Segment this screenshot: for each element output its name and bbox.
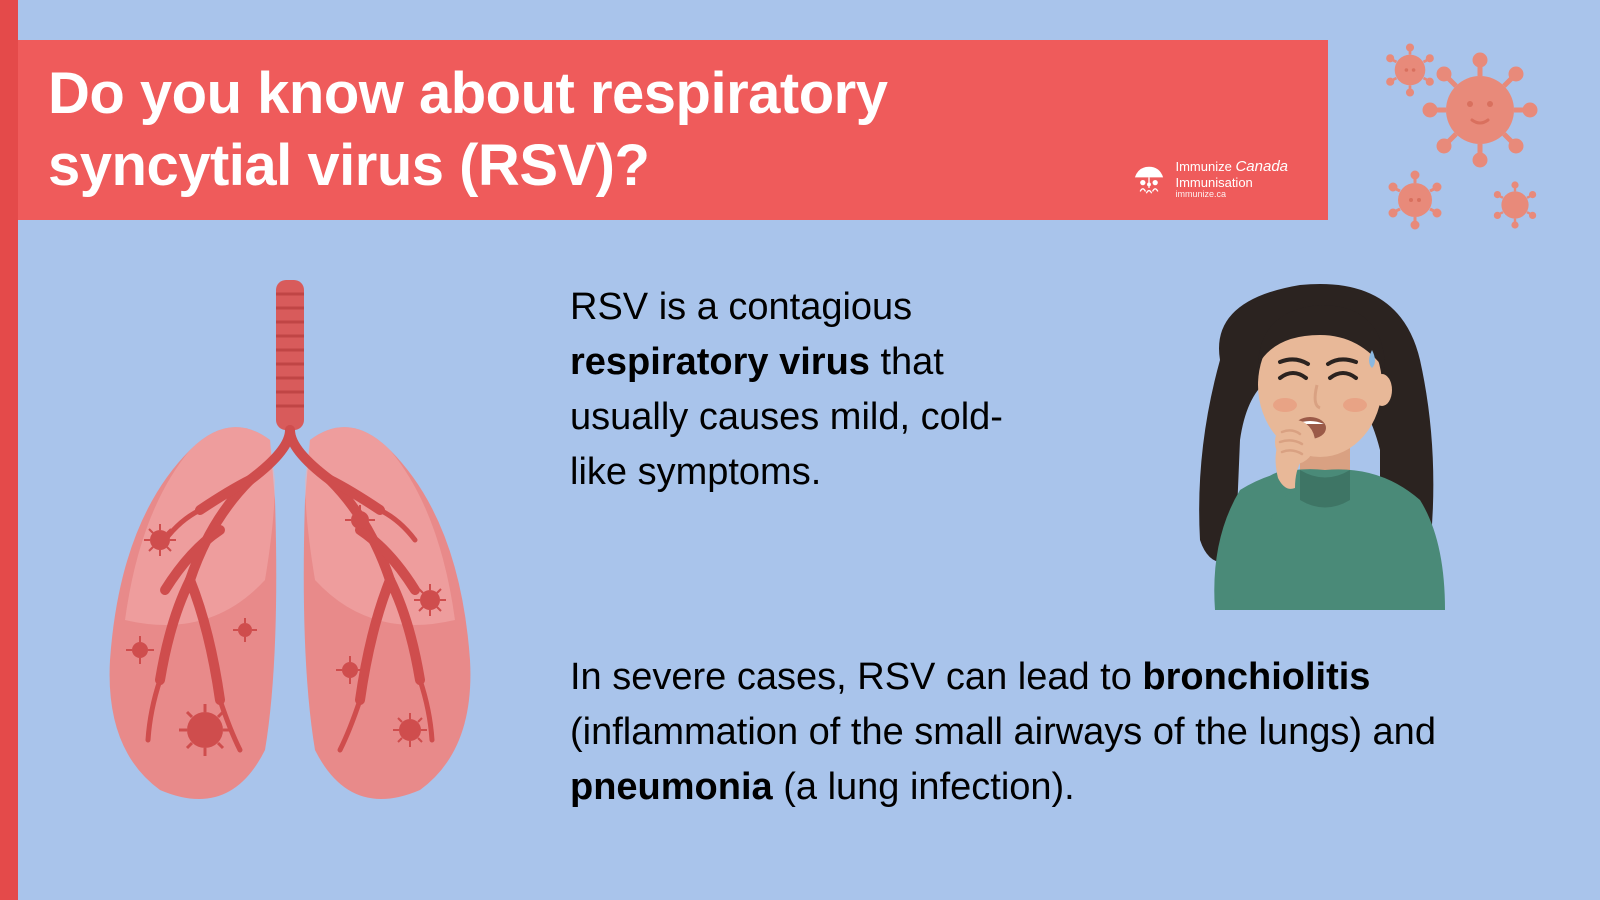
left-accent-stripe — [0, 0, 18, 900]
title-line-2: syncytial virus (RSV)? — [48, 133, 649, 198]
lungs-illustration — [70, 280, 510, 820]
body2-bold1: bronchiolitis — [1142, 656, 1370, 698]
body2-seg1: In severe cases, RSV can lead to — [570, 656, 1142, 698]
title-text: Do you know about respiratory syncytial … — [48, 58, 1298, 203]
body2-seg3: (a lung infection). — [773, 766, 1075, 808]
body2-bold2: pneumonia — [570, 766, 773, 808]
title-banner: Do you know about respiratory syncytial … — [18, 40, 1328, 220]
logo-text: Immunize Canada Immunisation immunize.ca — [1175, 159, 1288, 200]
umbrella-family-icon — [1131, 165, 1167, 195]
body-paragraph-1: RSV is a contagious respiratory virus th… — [570, 280, 1050, 500]
logo-site: immunize.ca — [1175, 190, 1288, 200]
logo-line-2: Immunisation — [1175, 176, 1288, 190]
title-line-1: Do you know about respiratory — [48, 61, 888, 126]
coughing-person-illustration — [1160, 270, 1480, 610]
body-paragraph-2: In severe cases, RSV can lead to bronchi… — [570, 650, 1510, 815]
infographic-canvas: Do you know about respiratory syncytial … — [0, 0, 1600, 900]
immunize-canada-logo: Immunize Canada Immunisation immunize.ca — [1131, 159, 1288, 200]
logo-line-1: Immunize Canada — [1175, 159, 1288, 176]
virus-cluster-icon — [1370, 40, 1560, 240]
body2-seg2: (inflammation of the small airways of th… — [570, 711, 1436, 753]
body1-bold: respiratory virus — [570, 341, 870, 383]
body1-pre: RSV is a contagious — [570, 286, 912, 328]
